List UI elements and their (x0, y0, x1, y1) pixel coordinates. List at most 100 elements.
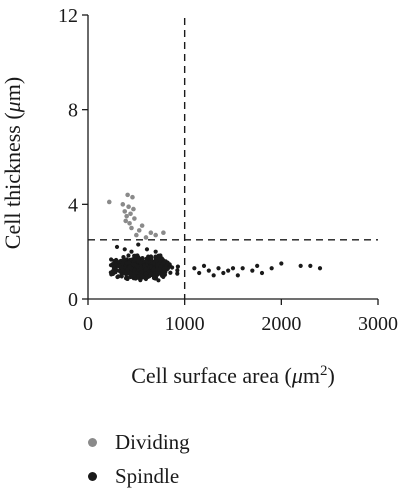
spindle-point (139, 269, 144, 274)
legend: Dividing Spindle (88, 425, 190, 493)
x-tick-label: 0 (83, 313, 93, 335)
spindle-point (110, 262, 115, 267)
spindle-point (128, 271, 133, 276)
spindle-point (123, 272, 129, 277)
spindle-point (240, 266, 245, 271)
dividing-point (132, 216, 137, 221)
spindle-point (162, 266, 167, 271)
spindle-point (119, 265, 124, 270)
dividing-point (161, 230, 166, 236)
x-tick-label: 1000 (165, 313, 205, 335)
y-axis: 0 4 8 12 (58, 5, 89, 311)
spindle-point (226, 268, 231, 273)
legend-item-spindle: Spindle (88, 459, 190, 493)
dividing-point (143, 235, 149, 240)
spindle-point (127, 264, 132, 269)
spindle-point (121, 254, 126, 260)
scatter-chart: 0 4 8 12 0 1000 2000 3000 Cell surface area (μ… (0, 5, 398, 388)
spindle-point (131, 271, 137, 276)
spindle-point (175, 264, 181, 269)
spindle-point (221, 270, 226, 276)
spindle-point (114, 244, 120, 250)
spindle-point (269, 266, 274, 271)
spindle-point (144, 247, 150, 252)
spindle-point (138, 266, 143, 271)
spindle-point (317, 266, 323, 271)
legend-label-spindle: Spindle (115, 463, 180, 488)
spindle-point (154, 262, 160, 267)
spindle-point (148, 271, 153, 276)
spindle-point (129, 249, 134, 254)
spindle-point (175, 268, 180, 273)
spindle-point (298, 263, 303, 268)
spindle-point (156, 267, 162, 272)
spindle-point (113, 270, 118, 275)
spindle-point (151, 267, 156, 272)
spindle-point (146, 256, 151, 261)
dividing-point (136, 228, 142, 233)
spindle-point (116, 274, 121, 279)
spindle-point (259, 270, 265, 276)
spindle-point (122, 247, 127, 252)
spindle-point (113, 262, 118, 267)
y-tick-label: 12 (58, 5, 78, 27)
spindle-point (121, 258, 127, 263)
spindle-point (230, 266, 236, 271)
dividing-point (153, 232, 158, 238)
spindle-point (235, 273, 240, 278)
dividing-point (123, 218, 128, 224)
dividing-point (130, 194, 135, 200)
dividing-point (128, 211, 133, 217)
spindle-point (152, 273, 157, 278)
spindle-point (136, 242, 141, 247)
dividing-point (126, 204, 131, 209)
spindle-point (135, 264, 140, 269)
spindle-point (157, 258, 162, 263)
x-axis-title: Cell surface area (μm2) (131, 363, 335, 388)
dividing-point (129, 225, 134, 231)
y-tick-label: 0 (68, 289, 78, 311)
legend-label-dividing: Dividing (115, 429, 190, 454)
spindle-point (197, 270, 202, 276)
spindle-point (279, 261, 284, 266)
legend-item-dividing: Dividing (88, 425, 190, 459)
x-axis: 0 1000 2000 3000 (83, 298, 398, 335)
spindle-point (170, 265, 175, 270)
spindle-point (308, 263, 313, 268)
spindle-point (126, 260, 132, 265)
dividing-marker-icon (88, 437, 97, 447)
spindle-point (143, 271, 148, 276)
spindle-point (144, 266, 149, 271)
spindle-point (138, 260, 143, 265)
spindle-point (175, 271, 180, 276)
x-tick-label: 2000 (261, 313, 301, 335)
y-tick-label: 8 (68, 100, 78, 122)
dividing-point (122, 209, 128, 214)
spindle-point (156, 278, 161, 283)
dividing-point (120, 202, 126, 207)
spindle-point (109, 257, 114, 262)
dividing-point (125, 192, 130, 198)
spindle-point (192, 266, 197, 271)
spindle-point (133, 253, 138, 259)
dividing-point (134, 232, 139, 238)
spindle-point (109, 272, 114, 277)
spindle-point (142, 263, 147, 268)
spindle-point (165, 266, 171, 271)
dividing-point (148, 230, 154, 236)
spindle-point (250, 268, 255, 273)
dividing-point (106, 199, 112, 205)
spindle-point (201, 263, 207, 268)
spindle-point (114, 257, 119, 263)
dividing-point (139, 223, 145, 228)
spindle-point (216, 266, 221, 271)
spindle-point (255, 263, 260, 268)
spindle-point (211, 273, 216, 278)
dividing-point (124, 213, 129, 219)
spindle-marker-icon (88, 471, 97, 481)
dividing-point (131, 206, 136, 212)
spindle-point (126, 253, 131, 258)
spindle-point (138, 277, 143, 282)
y-axis-title: Cell thickness (μm) (0, 77, 25, 249)
x-tick-label: 3000 (358, 313, 398, 335)
